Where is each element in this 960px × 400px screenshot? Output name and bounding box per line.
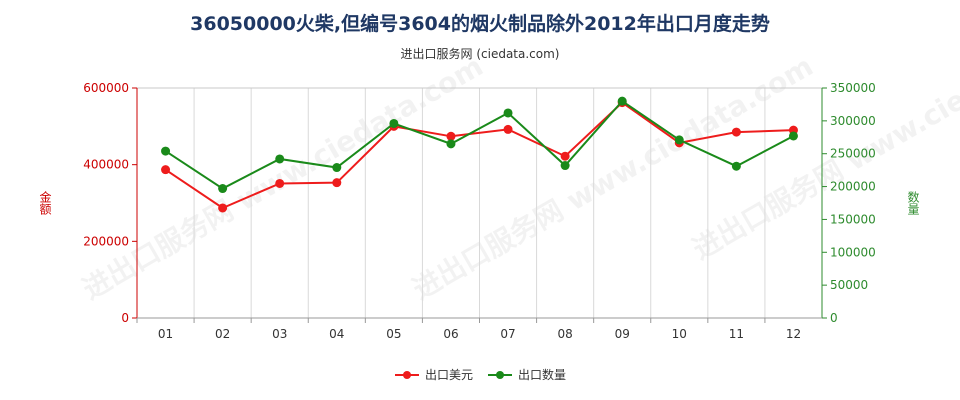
data-point: [275, 178, 285, 188]
data-point: [389, 118, 399, 128]
right-tick-label: 350000: [830, 81, 876, 95]
right-tick-label: 100000: [830, 245, 876, 259]
x-tick-label: 08: [557, 327, 572, 341]
left-tick-label: 400000: [83, 158, 129, 172]
legend-label: 出口美元: [425, 368, 473, 382]
data-point: [218, 184, 228, 194]
data-point: [674, 135, 684, 145]
right-tick-label: 200000: [830, 180, 876, 194]
x-tick-label: 11: [729, 327, 744, 341]
data-point: [503, 124, 513, 134]
right-tick-label: 250000: [830, 147, 876, 161]
data-point: [731, 127, 741, 137]
data-point: [560, 161, 570, 171]
data-point: [503, 108, 513, 118]
x-tick-label: 02: [215, 327, 230, 341]
data-point: [446, 131, 456, 141]
left-tick-label: 200000: [83, 234, 129, 248]
left-tick-label: 0: [121, 311, 129, 325]
legend-marker: [403, 371, 411, 379]
x-tick-label: 10: [672, 327, 687, 341]
x-tick-label: 01: [158, 327, 173, 341]
left-tick-label: 600000: [83, 81, 129, 95]
x-tick-label: 04: [329, 327, 344, 341]
data-point: [161, 165, 171, 175]
data-point: [617, 96, 627, 106]
series-line: [164, 99, 794, 190]
data-point: [446, 139, 456, 149]
right-tick-label: 300000: [830, 114, 876, 128]
chart-subtitle: 进出口服务网 (ciedata.com): [400, 47, 560, 61]
data-point: [218, 203, 228, 213]
right-tick-label: 150000: [830, 212, 876, 226]
x-tick-label: 06: [443, 327, 458, 341]
data-point: [275, 154, 285, 164]
chart-title: 36050000火柴,但编号3604的烟火制品除外2012年出口月度走势: [190, 13, 770, 35]
x-tick-label: 09: [615, 327, 630, 341]
series-line: [164, 101, 794, 210]
x-tick-label: 12: [786, 327, 801, 341]
data-point: [788, 131, 798, 141]
x-tick-label: 05: [386, 327, 401, 341]
left-axis-title: 金额: [38, 190, 52, 216]
data-point: [560, 151, 570, 161]
right-tick-label: 50000: [830, 278, 868, 292]
watermark-text: 进出口服务网 www.ciedata.com: [687, 9, 960, 266]
data-point: [332, 178, 342, 188]
right-axis-title: 数量: [906, 190, 920, 215]
data-point: [332, 163, 342, 173]
data-point: [161, 146, 171, 156]
data-point: [731, 161, 741, 171]
right-tick-label: 0: [830, 311, 838, 325]
x-tick-label: 07: [500, 327, 515, 341]
legend-label: 出口数量: [518, 367, 566, 382]
legend-marker: [496, 371, 504, 379]
x-tick-label: 03: [272, 327, 287, 341]
